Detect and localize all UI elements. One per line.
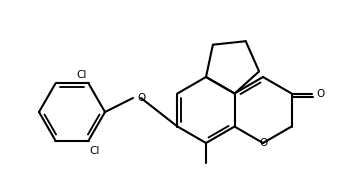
Text: O: O <box>137 93 145 103</box>
Text: Cl: Cl <box>90 146 100 156</box>
Text: Cl: Cl <box>76 70 87 80</box>
Text: O: O <box>259 138 267 148</box>
Text: O: O <box>316 89 325 99</box>
